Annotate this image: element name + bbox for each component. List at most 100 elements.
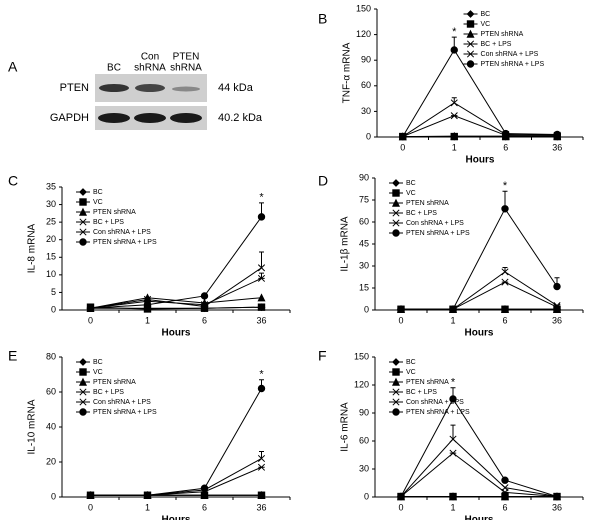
y-tick-label: 60 [359,216,369,226]
marker [449,395,457,403]
y-axis-label: IL-6 mRNA [340,402,351,452]
legend-marker [392,398,400,406]
legend-marker [79,388,87,396]
lane-label: shRNA [134,63,166,74]
legend-label: Con shRNA + LPS [93,229,151,236]
legend-label: PTEN shRNA + LPS [406,409,470,416]
legend-marker [79,408,87,416]
marker [449,449,457,457]
marker [257,490,266,499]
x-tick-label: 0 [400,142,405,152]
y-tick-label: 60 [361,80,371,90]
y-tick-label: 0 [51,304,56,314]
blot-band [170,113,202,123]
legend-marker [79,358,87,366]
x-tick-label: 1 [145,502,150,512]
marker [502,129,510,138]
annotation: * [451,377,456,389]
marker [399,132,407,141]
legend-marker [392,179,400,187]
x-tick-label: 0 [398,315,403,325]
legend-marker [392,189,400,197]
y-tick-label: 90 [359,407,369,417]
x-tick-label: 1 [450,315,455,325]
y-tick-label: 150 [354,351,369,361]
x-tick-label: 36 [552,142,562,152]
x-tick-label: 36 [256,502,266,512]
marker [257,384,266,393]
legend-marker [79,228,87,236]
marker [553,492,561,501]
x-axis-label: Hours [465,328,494,339]
legend-marker [79,218,87,226]
legend-label: BC + LPS [406,210,437,217]
x-axis-label: Hours [162,328,191,339]
marker [257,213,266,221]
legend-label: PTEN shRNA [406,379,449,386]
y-tick-label: 0 [364,491,369,501]
y-tick-label: 10 [46,269,56,279]
legend-marker [392,219,400,227]
marker [200,484,209,492]
y-tick-label: 45 [359,238,369,248]
blot-band [134,113,166,123]
legend-label: PTEN shRNA + LPS [481,61,545,68]
series-line [90,277,262,309]
series-line [400,452,558,498]
series-line [90,466,262,496]
y-tick-label: 0 [51,491,56,501]
x-tick-label: 6 [502,502,507,512]
marker [143,491,152,499]
series-line [90,458,262,496]
legend-marker [391,198,401,207]
legend-label: BC [93,359,103,366]
marker [501,278,509,286]
size-label: 44 kDa [218,82,254,94]
marker [449,305,457,313]
legend-marker [466,40,475,48]
series-line [400,398,558,498]
error-bar [259,451,264,459]
y-tick-label: 30 [359,463,369,473]
legend-marker [78,207,88,216]
x-tick-label: 6 [502,315,507,325]
error-bar [259,251,264,268]
legend-label: PTEN shRNA + LPS [93,409,157,416]
blot-band [99,84,129,92]
chart-panel: F 0 30 60 90 120 150 0 1 6 36 Hours IL-6 mRNA * BC VC PT… [318,348,584,520]
marker [257,274,266,282]
panel-letter: F [318,348,327,364]
legend-marker [79,398,87,406]
x-tick-label: 6 [202,502,207,512]
blot-band [135,84,165,92]
legend-label: PTEN shRNA + LPS [93,239,157,246]
legend-marker [466,10,475,18]
y-tick-label: 150 [356,3,371,13]
chart-panel: B 0 30 60 90 120 150 0 1 6 36 Hours TNF-α mRNA * BC VC P… [318,3,584,166]
legend-marker [466,50,475,58]
panel-letter: D [318,173,328,189]
legend-marker [392,388,400,396]
panel-letter: C [8,173,18,189]
legend-marker [79,368,87,376]
y-tick-label: 60 [46,386,56,396]
blot-band [98,113,130,123]
legend-label: PTEN shRNA + LPS [406,230,470,237]
legend-label: BC [406,359,416,366]
panel-letter: E [8,348,17,364]
x-tick-label: 1 [450,502,455,512]
marker [257,303,266,311]
series-line [402,115,558,138]
y-tick-label: 15 [46,252,56,262]
legend-marker [466,60,475,68]
marker [553,282,561,291]
marker [200,292,209,300]
error-bar [451,97,457,103]
legend-label: Con shRNA + LPS [406,220,464,227]
legend-label: PTEN shRNA [481,31,524,38]
y-tick-label: 90 [359,172,369,182]
y-tick-label: 75 [359,194,369,204]
y-tick-label: 80 [46,351,56,361]
chart-panel: D 0 15 30 45 60 75 90 0 1 6 36 Hours IL-1β mRNA * BC VC P… [318,172,584,339]
x-tick-label: 0 [398,502,403,512]
